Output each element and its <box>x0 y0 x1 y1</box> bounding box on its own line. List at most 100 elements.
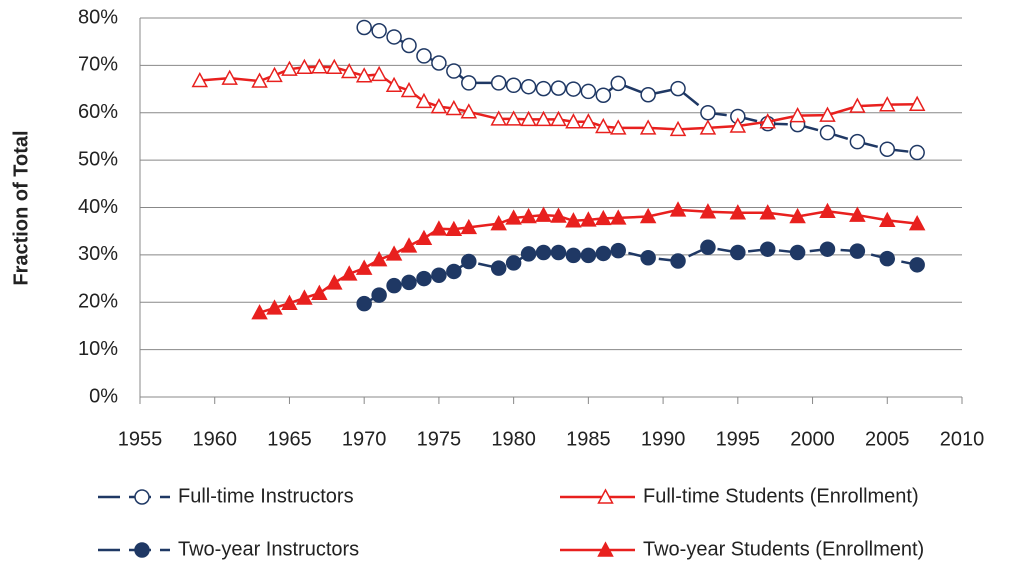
marker <box>416 48 432 64</box>
x-tick-label: 1985 <box>566 428 611 450</box>
marker <box>445 220 463 237</box>
marker <box>431 55 447 71</box>
marker <box>340 62 358 79</box>
marker <box>520 246 537 262</box>
marker <box>266 299 283 315</box>
marker <box>490 215 507 231</box>
marker <box>819 202 836 219</box>
marker <box>669 120 687 137</box>
x-tick-label: 1990 <box>641 428 686 450</box>
y-tick-label: 70% <box>78 54 118 76</box>
y-tick-label: 50% <box>78 148 118 170</box>
marker <box>415 229 433 246</box>
x-tick-label: 2000 <box>790 428 835 450</box>
series-line <box>259 208 918 314</box>
legend-label: Full-time Instructors <box>178 485 354 507</box>
marker <box>759 241 776 257</box>
marker <box>505 110 522 126</box>
x-tick-label: 1960 <box>192 428 237 450</box>
marker <box>281 60 298 76</box>
marker <box>535 80 552 97</box>
x-tick-label: 1980 <box>491 428 536 450</box>
marker <box>311 58 328 74</box>
legend-marker <box>597 541 614 557</box>
marker <box>371 23 387 39</box>
marker <box>251 304 268 320</box>
marker <box>460 218 478 235</box>
marker <box>580 83 597 100</box>
marker <box>311 284 328 300</box>
marker <box>400 81 418 98</box>
marker <box>640 86 656 103</box>
x-tick-label: 1995 <box>716 428 761 450</box>
marker <box>461 75 477 91</box>
marker <box>520 207 537 224</box>
marker <box>386 277 402 294</box>
marker <box>909 144 925 161</box>
marker <box>700 239 716 256</box>
marker <box>565 212 582 228</box>
marker <box>819 124 836 141</box>
marker <box>550 110 567 127</box>
marker <box>595 245 612 262</box>
marker <box>580 211 597 227</box>
marker <box>565 113 582 129</box>
marker <box>909 257 925 273</box>
marker <box>446 263 462 280</box>
marker <box>550 207 567 223</box>
marker <box>296 58 313 75</box>
marker <box>639 207 657 224</box>
legend-marker <box>134 489 150 505</box>
marker <box>371 287 387 303</box>
marker <box>416 270 432 287</box>
marker <box>699 119 717 135</box>
marker <box>520 78 537 95</box>
marker <box>700 105 716 121</box>
marker <box>401 37 417 54</box>
marker <box>326 274 343 290</box>
marker <box>191 71 209 88</box>
marker <box>251 72 268 88</box>
y-tick-label: 60% <box>78 101 118 123</box>
legend-label: Two-year Students (Enrollment) <box>643 538 924 560</box>
marker <box>729 204 747 220</box>
y-tick-label: 20% <box>78 291 118 313</box>
marker <box>281 294 298 310</box>
y-tick-label: 30% <box>78 243 118 265</box>
marker <box>610 75 627 92</box>
marker <box>355 67 373 83</box>
marker <box>490 75 507 91</box>
y-tick-label: 80% <box>78 6 118 28</box>
marker <box>849 133 866 150</box>
marker <box>879 96 896 112</box>
marker <box>340 265 358 281</box>
marker <box>401 274 417 291</box>
marker <box>669 201 687 217</box>
marker <box>535 206 552 222</box>
marker <box>879 141 896 157</box>
x-tick-label: 1975 <box>417 428 462 450</box>
marker <box>849 243 866 259</box>
marker <box>266 66 283 83</box>
marker <box>640 249 656 266</box>
marker <box>370 251 388 267</box>
marker <box>461 253 477 270</box>
marker <box>445 99 463 116</box>
marker <box>535 244 552 261</box>
legend-marker <box>134 542 150 558</box>
marker <box>385 76 403 93</box>
marker <box>356 295 372 312</box>
marker <box>819 241 836 257</box>
marker <box>879 250 896 267</box>
marker <box>580 247 597 264</box>
marker <box>520 110 537 127</box>
marker <box>505 255 522 271</box>
marker <box>819 106 836 122</box>
x-tick-label: 1965 <box>267 428 312 450</box>
marker <box>610 242 627 259</box>
x-tick-label: 2005 <box>865 428 910 450</box>
marker <box>430 220 448 236</box>
marker <box>580 113 597 129</box>
marker <box>789 207 806 224</box>
